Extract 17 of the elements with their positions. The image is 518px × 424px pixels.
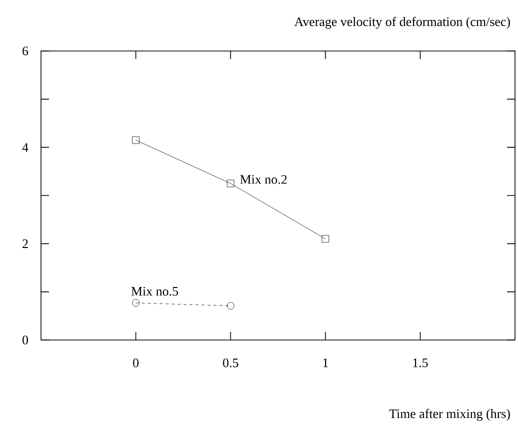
x-axis-title: Time after mixing (hrs): [389, 408, 510, 421]
point: [132, 299, 140, 307]
y-tick-label: 2: [22, 239, 28, 248]
series-label: Mix no.2: [240, 175, 287, 184]
x-tick-label: 0: [133, 358, 139, 368]
series-label: Mix no.5: [131, 286, 178, 296]
point: [322, 235, 330, 243]
y-tick-label: 6: [22, 46, 28, 56]
x-tick-label: 1: [323, 358, 328, 368]
point: [226, 180, 234, 188]
chart-title: Average velocity of deformation (cm/sec): [294, 16, 510, 29]
y-tick-label: 4: [22, 143, 28, 152]
y-tick-label: 0: [22, 336, 28, 344]
point: [226, 302, 234, 310]
x-tick-label: 1.5: [413, 358, 428, 368]
x-tick-label: 0.5: [223, 358, 238, 368]
point: [132, 136, 140, 144]
